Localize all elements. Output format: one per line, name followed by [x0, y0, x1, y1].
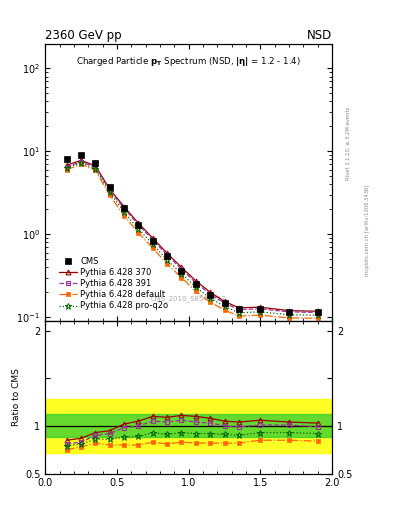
- Pythia 6.428 391: [179, 266, 184, 272]
- Pythia 6.428 pro-q2o: [258, 309, 263, 315]
- Pythia 6.428 391: [107, 187, 112, 194]
- Pythia 6.428 370: [208, 289, 213, 295]
- Pythia 6.428 370: [79, 157, 83, 163]
- Pythia 6.428 391: [258, 306, 263, 312]
- CMS: [64, 156, 69, 162]
- CMS: [237, 306, 241, 312]
- Pythia 6.428 391: [193, 280, 198, 286]
- Pythia 6.428 370: [315, 308, 320, 314]
- CMS: [93, 160, 98, 166]
- Bar: [45, 415, 332, 437]
- Pythia 6.428 pro-q2o: [237, 310, 241, 316]
- Text: 2360 GeV pp: 2360 GeV pp: [45, 29, 122, 42]
- Y-axis label: Ratio to CMS: Ratio to CMS: [12, 368, 21, 426]
- Pythia 6.428 default: [122, 212, 127, 219]
- Pythia 6.428 default: [258, 312, 263, 318]
- Pythia 6.428 pro-q2o: [122, 209, 127, 215]
- CMS: [315, 309, 320, 315]
- Bar: [45, 399, 332, 453]
- Pythia 6.428 370: [165, 250, 169, 257]
- Pythia 6.428 default: [179, 274, 184, 281]
- Pythia 6.428 pro-q2o: [151, 241, 155, 247]
- Line: Pythia 6.428 370: Pythia 6.428 370: [64, 158, 320, 314]
- Pythia 6.428 370: [151, 235, 155, 241]
- Pythia 6.428 pro-q2o: [79, 160, 83, 166]
- Text: Charged Particle $\mathbf{p_T}$ Spectrum (NSD, $\mathbf{|\eta|}$ = 1.2 - 1.4): Charged Particle $\mathbf{p_T}$ Spectrum…: [76, 55, 301, 68]
- Legend: CMS, Pythia 6.428 370, Pythia 6.428 391, Pythia 6.428 default, Pythia 6.428 pro-: CMS, Pythia 6.428 370, Pythia 6.428 391,…: [58, 257, 169, 311]
- Pythia 6.428 default: [165, 261, 169, 267]
- CMS: [222, 300, 227, 306]
- Pythia 6.428 pro-q2o: [179, 271, 184, 277]
- Pythia 6.428 370: [222, 298, 227, 305]
- CMS: [193, 281, 198, 287]
- CMS: [79, 152, 83, 158]
- Pythia 6.428 370: [64, 162, 69, 168]
- Pythia 6.428 default: [237, 313, 241, 319]
- Pythia 6.428 default: [93, 167, 98, 174]
- Pythia 6.428 pro-q2o: [64, 165, 69, 171]
- Pythia 6.428 pro-q2o: [107, 189, 112, 196]
- CMS: [122, 204, 127, 210]
- Pythia 6.428 391: [237, 306, 241, 312]
- Pythia 6.428 370: [107, 186, 112, 192]
- Pythia 6.428 370: [122, 204, 127, 210]
- Pythia 6.428 default: [64, 167, 69, 173]
- Text: mcplots.cern.ch [arXiv:1306.3436]: mcplots.cern.ch [arXiv:1306.3436]: [365, 185, 371, 276]
- Pythia 6.428 pro-q2o: [315, 312, 320, 318]
- CMS: [165, 253, 169, 260]
- Pythia 6.428 391: [165, 252, 169, 258]
- Pythia 6.428 default: [222, 307, 227, 313]
- CMS: [136, 222, 141, 228]
- Pythia 6.428 pro-q2o: [165, 257, 169, 263]
- Pythia 6.428 default: [193, 288, 198, 294]
- Pythia 6.428 pro-q2o: [136, 226, 141, 232]
- Pythia 6.428 default: [151, 245, 155, 251]
- CMS: [287, 309, 292, 315]
- CMS: [208, 292, 213, 298]
- Pythia 6.428 391: [151, 237, 155, 243]
- Text: CMS_2010_S8547297: CMS_2010_S8547297: [151, 295, 226, 302]
- Pythia 6.428 default: [287, 315, 292, 321]
- Pythia 6.428 391: [122, 205, 127, 211]
- Pythia 6.428 391: [315, 309, 320, 315]
- Pythia 6.428 391: [136, 222, 141, 228]
- Text: Rivet 3.1.10, ≥ 3.2M events: Rivet 3.1.10, ≥ 3.2M events: [346, 106, 351, 180]
- Line: Pythia 6.428 pro-q2o: Pythia 6.428 pro-q2o: [64, 160, 321, 318]
- Text: NSD: NSD: [307, 29, 332, 42]
- Pythia 6.428 pro-q2o: [208, 295, 213, 301]
- Pythia 6.428 391: [287, 309, 292, 315]
- Pythia 6.428 default: [79, 161, 83, 167]
- Pythia 6.428 default: [208, 299, 213, 305]
- Pythia 6.428 pro-q2o: [222, 303, 227, 309]
- Pythia 6.428 pro-q2o: [193, 284, 198, 290]
- Pythia 6.428 370: [193, 278, 198, 284]
- Pythia 6.428 370: [179, 264, 184, 270]
- Pythia 6.428 370: [237, 305, 241, 311]
- CMS: [151, 239, 155, 245]
- Pythia 6.428 pro-q2o: [93, 165, 98, 172]
- Pythia 6.428 pro-q2o: [287, 312, 292, 318]
- Pythia 6.428 370: [258, 304, 263, 310]
- Line: CMS: CMS: [64, 153, 321, 315]
- Line: Pythia 6.428 391: Pythia 6.428 391: [64, 160, 320, 314]
- Pythia 6.428 default: [136, 230, 141, 236]
- Pythia 6.428 391: [222, 300, 227, 306]
- Pythia 6.428 default: [107, 193, 112, 199]
- Pythia 6.428 391: [64, 164, 69, 170]
- Pythia 6.428 391: [79, 159, 83, 165]
- Pythia 6.428 default: [315, 315, 320, 322]
- Pythia 6.428 370: [287, 308, 292, 314]
- Pythia 6.428 391: [93, 164, 98, 170]
- Pythia 6.428 370: [93, 163, 98, 169]
- Pythia 6.428 391: [208, 291, 213, 297]
- Line: Pythia 6.428 default: Pythia 6.428 default: [64, 162, 320, 321]
- CMS: [179, 268, 184, 274]
- CMS: [258, 306, 263, 312]
- CMS: [107, 184, 112, 190]
- Pythia 6.428 370: [136, 220, 141, 226]
